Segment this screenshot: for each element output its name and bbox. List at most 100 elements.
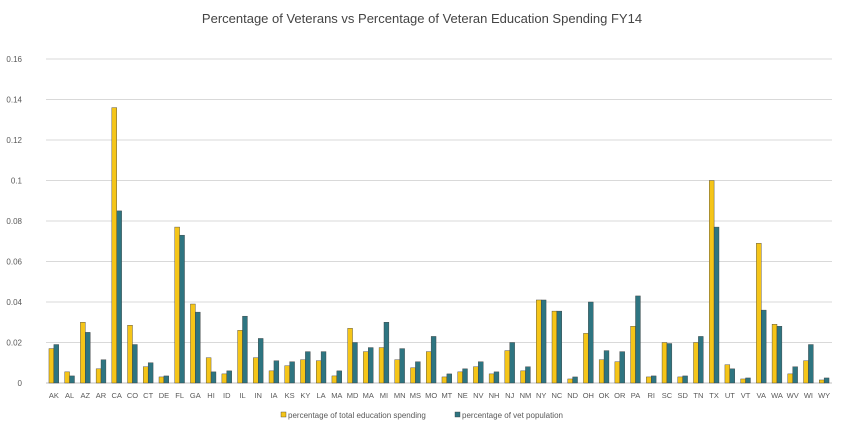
bar-education-spending-va <box>756 243 762 384</box>
bar-education-spending-ga <box>190 303 196 384</box>
x-tick-label: TN <box>693 391 703 400</box>
bar-vet-population-tx <box>713 226 720 384</box>
y-tick-label: 0.08 <box>6 217 22 226</box>
x-tick-label: WI <box>804 391 813 400</box>
x-tick-label: MA <box>331 391 342 400</box>
bar-vet-population-ct <box>147 362 154 384</box>
bar-vet-population-ut <box>729 368 735 384</box>
bar-vet-population-nd <box>572 376 578 384</box>
legend-label: percentage of vet population <box>462 411 563 420</box>
x-tick-label: CO <box>127 391 138 400</box>
bar-education-spending-ar <box>95 368 102 384</box>
x-tick-label: GA <box>190 391 201 400</box>
bar-education-spending-wi <box>803 360 809 384</box>
bar-education-spending-al <box>64 371 70 384</box>
bar-education-spending-ut <box>724 364 731 384</box>
x-tick-label: MT <box>441 391 452 400</box>
bar-vet-population-la <box>320 351 327 384</box>
bar-education-spending-mo <box>426 351 432 384</box>
x-tick-label: MI <box>380 391 388 400</box>
bar-vet-population-va <box>761 309 767 384</box>
bar-vet-population-wv <box>792 366 798 384</box>
x-tick-label: TX <box>709 391 719 400</box>
bar-education-spending-az <box>80 322 86 384</box>
y-tick-label: 0.12 <box>6 136 22 145</box>
legend-swatch <box>280 411 287 418</box>
bar-vet-population-id <box>226 370 232 384</box>
x-tick-label: NJ <box>505 391 514 400</box>
legend: percentage of total education spending pe… <box>280 411 563 420</box>
bar-vet-population-ok <box>603 350 610 384</box>
bar-education-spending-nc <box>551 310 558 384</box>
bar-vet-population-mo <box>430 336 437 384</box>
bar-education-spending-ia <box>268 370 275 384</box>
x-tick-label: IN <box>254 391 262 400</box>
x-tick-label: OH <box>583 391 594 400</box>
bar-education-spending-nh <box>488 373 495 384</box>
bar-education-spending-sc <box>661 342 668 384</box>
x-tick-label: MA <box>363 391 374 400</box>
bar-education-spending-ri <box>646 376 652 384</box>
x-tick-label: VA <box>757 391 766 400</box>
bar-education-spending-nv <box>473 366 479 384</box>
x-tick-label: AZ <box>81 391 91 400</box>
bar-vet-population-ma <box>368 347 374 384</box>
x-tick-label: OR <box>614 391 626 400</box>
bar-education-spending-or <box>614 361 620 384</box>
bar-education-spending-ak <box>48 348 55 384</box>
bar-vet-population-nj <box>509 342 515 384</box>
y-tick-label: 0.14 <box>6 96 22 105</box>
bar-vet-population-wa <box>776 326 783 384</box>
x-tick-label: KY <box>300 391 310 400</box>
bar-vet-population-wi <box>808 344 814 384</box>
bar-group <box>48 107 830 384</box>
bar-vet-population-ny <box>540 299 547 384</box>
bar-education-spending-nm <box>520 370 526 384</box>
bar-education-spending-ky <box>300 359 306 384</box>
x-tick-label: NY <box>536 391 546 400</box>
bar-education-spending-nj <box>504 350 510 384</box>
y-tick-label: 0.16 <box>6 55 22 64</box>
bar-vet-population-ar <box>100 359 107 384</box>
x-tick-label: AL <box>65 391 74 400</box>
bar-education-spending-ca <box>111 107 117 384</box>
bar-vet-population-nm <box>525 366 531 384</box>
x-tick-label: ND <box>567 391 578 400</box>
y-tick-label: 0.02 <box>6 339 22 348</box>
bar-vet-population-ms <box>415 361 421 384</box>
bar-vet-population-al <box>69 375 75 384</box>
x-tick-label: NC <box>551 391 562 400</box>
x-tick-label: NV <box>473 391 483 400</box>
x-tick-label: WA <box>771 391 783 400</box>
bar-education-spending-il <box>237 330 243 384</box>
x-tick-label: SC <box>662 391 673 400</box>
chart-title: Percentage of Veterans vs Percentage of … <box>202 11 642 26</box>
x-tick-label: LA <box>317 391 326 400</box>
bar-education-spending-md <box>347 328 353 384</box>
x-tick-label: NE <box>457 391 467 400</box>
bar-vet-population-tn <box>698 336 704 384</box>
x-tick-label: ID <box>223 391 231 400</box>
bar-vet-population-mt <box>446 373 452 384</box>
x-tick-label: IL <box>239 391 245 400</box>
x-tick-label: AK <box>49 391 59 400</box>
y-tick-label: 0.06 <box>6 258 22 267</box>
bar-vet-population-wy <box>823 377 830 384</box>
bar-vet-population-sc <box>666 343 673 384</box>
bar-vet-population-ri <box>651 375 657 384</box>
bar-education-spending-ks <box>284 365 290 384</box>
bar-vet-population-nc <box>556 310 563 384</box>
legend-swatch <box>454 411 461 418</box>
bar-education-spending-co <box>127 325 133 384</box>
x-tick-label: VT <box>741 391 751 400</box>
bar-education-spending-mi <box>378 347 385 384</box>
x-tick-label: SD <box>677 391 688 400</box>
y-tick-label: 0 <box>18 379 23 388</box>
x-tick-label: IA <box>270 391 277 400</box>
bar-education-spending-sd <box>677 376 683 384</box>
bar-vet-population-ia <box>273 360 280 384</box>
bar-education-spending-wa <box>771 324 778 384</box>
legend-label: percentage of total education spending <box>288 411 426 420</box>
bar-vet-population-md <box>352 342 358 384</box>
